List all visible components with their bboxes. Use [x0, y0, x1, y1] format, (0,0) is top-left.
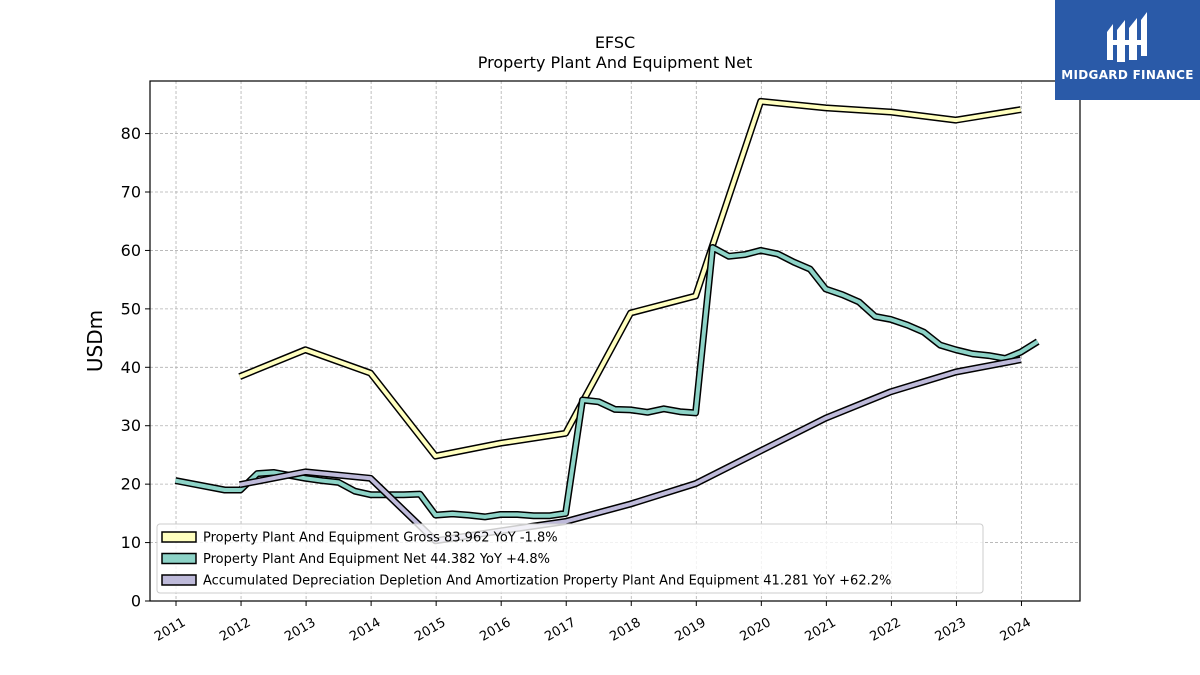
logo-mark-icon [1107, 12, 1147, 62]
x-tick-label: 2024 [998, 615, 1034, 645]
chart-title: EFSC [595, 33, 635, 52]
legend-swatch [161, 574, 197, 586]
x-tick-label: 2015 [412, 615, 448, 645]
legend-swatch [161, 552, 197, 565]
y-tick-label: 60 [121, 241, 141, 260]
x-tick-label: 2016 [477, 615, 513, 645]
x-tick-label: 2020 [737, 615, 773, 645]
legend-swatch [161, 531, 197, 543]
series-line-1 [238, 97, 1022, 460]
x-tick-label: 2019 [672, 615, 708, 645]
y-tick-label: 10 [121, 533, 141, 552]
y-tick-label: 80 [121, 124, 141, 143]
legend-box [156, 523, 984, 594]
x-tick-label: 2017 [542, 615, 578, 645]
x-tick-label: 2011 [152, 615, 188, 645]
y-tick-label: 0 [131, 592, 141, 611]
series-outline [238, 97, 1022, 460]
legend-label: Property Plant And Equipment Net 44.382 … [203, 552, 550, 567]
y-axis: 0 10 20 30 40 50 60 70 80 [121, 124, 150, 611]
plot-frame [149, 80, 1081, 602]
y-tick-label: 70 [121, 183, 141, 202]
legend: Property Plant And Equipment Gross 83.96… [156, 523, 984, 594]
grid-lines [150, 81, 1080, 602]
series-layer [174, 97, 1040, 545]
series-stroke [238, 99, 1022, 459]
x-tick-label: 2014 [347, 615, 383, 645]
y-tick-label: 50 [121, 299, 141, 318]
midgard-finance-logo: MIDGARD FINANCE [1055, 0, 1200, 100]
x-tick-label: 2012 [217, 615, 253, 645]
series-stroke [175, 245, 1039, 519]
y-tick-label: 40 [121, 358, 141, 377]
series-stroke [239, 357, 1022, 543]
y-axis-label: USDm [83, 310, 107, 372]
y-tick-label: 20 [121, 475, 141, 494]
x-tick-label: 2018 [607, 615, 643, 645]
x-tick-label: 2013 [282, 615, 318, 645]
brand-name: MIDGARD FINANCE [1061, 68, 1194, 82]
x-tick-label: 2022 [868, 615, 904, 645]
x-tick-label: 2021 [803, 615, 839, 645]
legend-label: Accumulated Depreciation Depletion And A… [203, 574, 891, 589]
y-tick-label: 30 [121, 416, 141, 435]
legend-label: Property Plant And Equipment Gross 83.96… [203, 531, 558, 546]
series-line-3 [239, 356, 1022, 545]
chart-subtitle: Property Plant And Equipment Net [478, 53, 753, 72]
series-line-2 [174, 244, 1040, 521]
x-axis: 2011 2012 2013 2014 2015 2016 2017 2018 2019 2020… [152, 601, 1034, 645]
x-tick-label: 2023 [933, 615, 969, 645]
